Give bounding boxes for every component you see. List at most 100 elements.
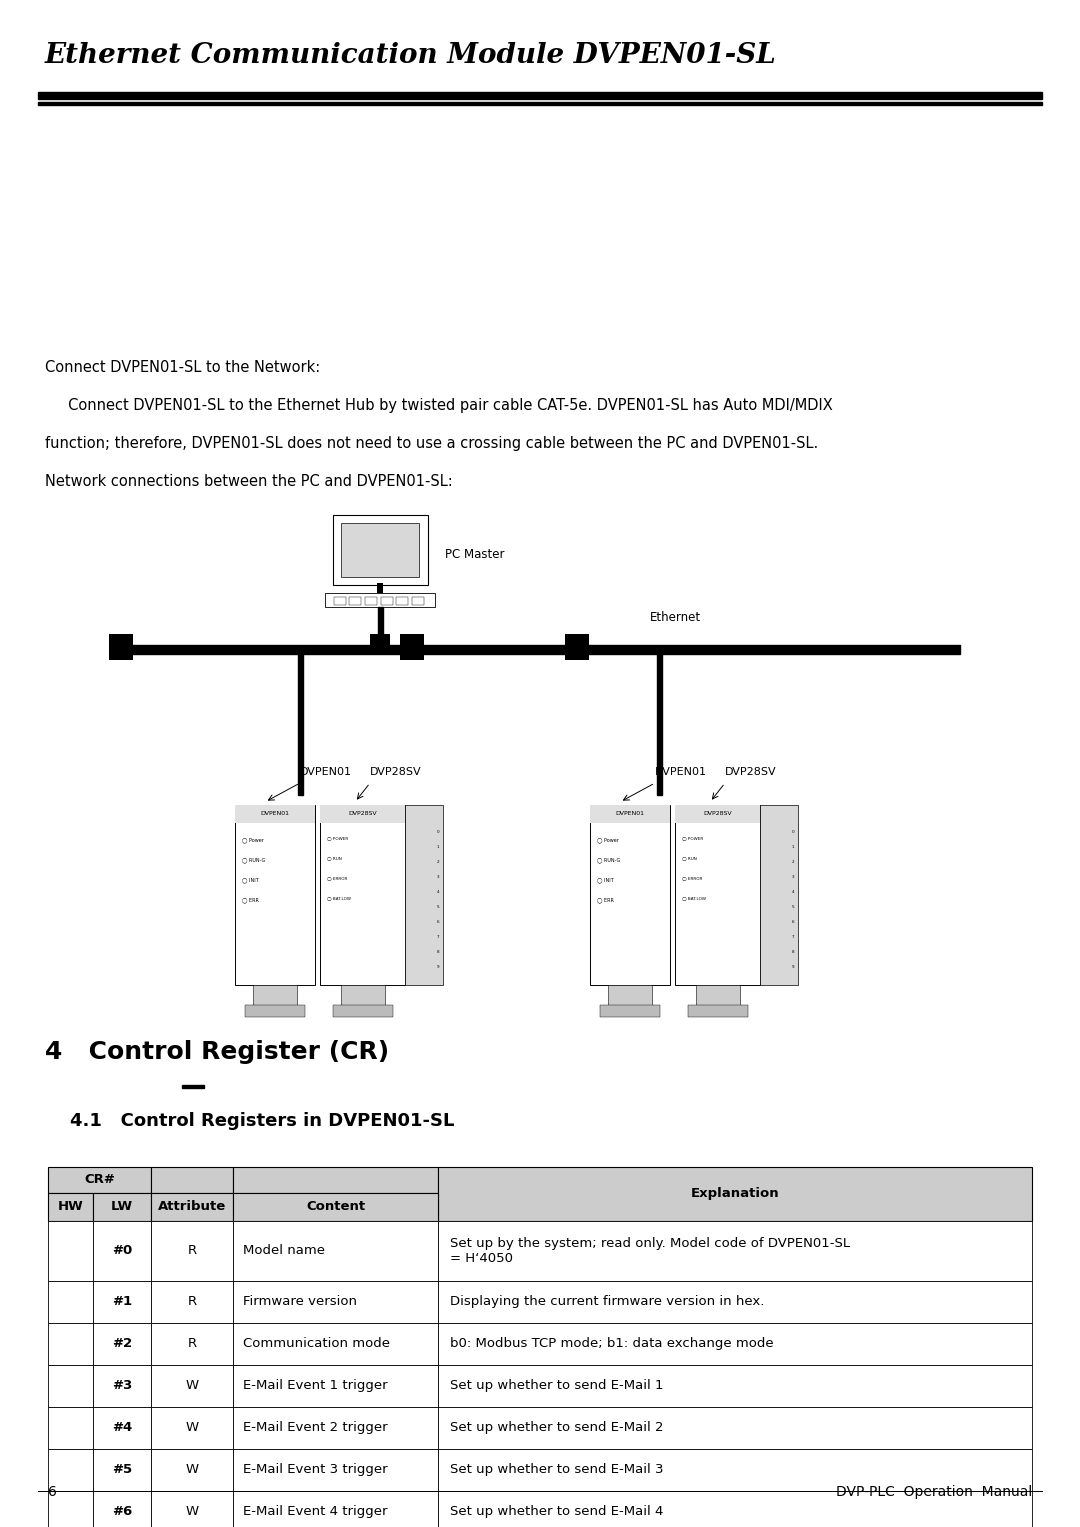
Text: 6: 6 — [48, 1484, 57, 1500]
Text: 5: 5 — [792, 906, 794, 909]
Text: 9: 9 — [436, 965, 438, 970]
Text: Ethernet: Ethernet — [650, 611, 701, 625]
Bar — [438, 1449, 1032, 1490]
Bar — [411, 597, 423, 605]
Text: W: W — [186, 1422, 199, 1434]
Text: E-Mail Event 3 trigger: E-Mail Event 3 trigger — [243, 1463, 388, 1477]
Text: ◯ ERROR: ◯ ERROR — [681, 876, 702, 881]
Text: DVP-PLC  Operation  Manual: DVP-PLC Operation Manual — [836, 1484, 1032, 1500]
Bar — [760, 805, 798, 985]
Bar — [235, 805, 315, 985]
Text: E-Mail Event 2 trigger: E-Mail Event 2 trigger — [243, 1422, 388, 1434]
Bar — [320, 805, 405, 823]
Text: #4: #4 — [112, 1422, 132, 1434]
Bar — [438, 1406, 1032, 1449]
Text: 4   Control Register (CR): 4 Control Register (CR) — [45, 1040, 389, 1064]
Text: 2: 2 — [792, 860, 794, 864]
Text: 6: 6 — [436, 919, 438, 924]
Text: ◯ INIT: ◯ INIT — [597, 876, 613, 883]
Bar — [233, 1222, 438, 1281]
Text: ◯ RUN-G: ◯ RUN-G — [242, 857, 266, 863]
Bar — [340, 524, 419, 577]
Bar — [48, 1193, 93, 1222]
Text: ◯ ERR: ◯ ERR — [597, 896, 613, 902]
Text: R: R — [188, 1245, 197, 1258]
Text: W: W — [186, 1463, 199, 1477]
Bar — [109, 634, 133, 660]
Text: ◯ Power: ◯ Power — [242, 837, 264, 843]
Bar — [405, 805, 443, 985]
Bar — [93, 1490, 151, 1527]
Bar — [438, 1167, 1032, 1222]
Bar — [333, 1005, 392, 1017]
Bar — [438, 1490, 1032, 1527]
Text: W: W — [186, 1379, 199, 1393]
Bar — [675, 805, 760, 985]
Bar — [400, 634, 424, 660]
Text: 1: 1 — [792, 844, 794, 849]
Text: Connect DVPEN01-SL to the Network:: Connect DVPEN01-SL to the Network: — [45, 360, 321, 376]
Text: #6: #6 — [112, 1506, 132, 1518]
Bar — [377, 583, 383, 592]
Text: DVPEN01: DVPEN01 — [300, 767, 352, 777]
Text: Set up by the system; read only. Model code of DVPEN01-SL
= H‘4050: Set up by the system; read only. Model c… — [450, 1237, 850, 1264]
Text: PC Master: PC Master — [445, 548, 504, 562]
Text: CR#: CR# — [84, 1174, 114, 1186]
Bar — [370, 634, 390, 651]
Text: ◯ INIT: ◯ INIT — [242, 876, 259, 883]
Text: 2: 2 — [436, 860, 438, 864]
Bar — [233, 1193, 438, 1222]
Bar — [590, 805, 670, 985]
Bar — [380, 597, 392, 605]
Text: b0: Modbus TCP mode; b1: data exchange mode: b0: Modbus TCP mode; b1: data exchange m… — [450, 1338, 773, 1350]
Text: ◯ RUN-G: ◯ RUN-G — [597, 857, 620, 863]
Text: Set up whether to send E-Mail 3: Set up whether to send E-Mail 3 — [450, 1463, 663, 1477]
Text: ◯ POWER: ◯ POWER — [327, 837, 348, 841]
Text: Set up whether to send E-Mail 4: Set up whether to send E-Mail 4 — [450, 1506, 663, 1518]
Bar — [38, 102, 1042, 105]
Bar — [325, 592, 435, 608]
Text: 7: 7 — [436, 935, 438, 939]
Text: #0: #0 — [112, 1245, 132, 1258]
Bar — [350, 597, 362, 605]
Text: E-Mail Event 4 trigger: E-Mail Event 4 trigger — [243, 1506, 388, 1518]
Text: Communication mode: Communication mode — [243, 1338, 390, 1350]
Text: R: R — [188, 1295, 197, 1309]
Text: DVP28SV: DVP28SV — [370, 767, 421, 777]
Text: 7: 7 — [792, 935, 794, 939]
Bar — [48, 1449, 93, 1490]
Text: DVPEN01: DVPEN01 — [616, 811, 645, 817]
Bar — [365, 597, 377, 605]
Bar — [688, 1005, 747, 1017]
Bar — [658, 651, 662, 796]
Text: HW: HW — [57, 1200, 83, 1214]
Text: DVP28SV: DVP28SV — [725, 767, 777, 777]
Text: Set up whether to send E-Mail 2: Set up whether to send E-Mail 2 — [450, 1422, 663, 1434]
Text: 8: 8 — [792, 950, 794, 954]
Bar — [253, 985, 297, 1006]
Bar — [233, 1281, 438, 1322]
Text: 3: 3 — [436, 875, 438, 880]
Text: Attribute: Attribute — [158, 1200, 226, 1214]
Bar — [93, 1193, 151, 1222]
Text: Displaying the current firmware version in hex.: Displaying the current firmware version … — [450, 1295, 765, 1309]
Bar — [334, 597, 346, 605]
Text: DVPEN01: DVPEN01 — [654, 767, 707, 777]
Text: 3: 3 — [792, 875, 794, 880]
Text: ◯ RUN: ◯ RUN — [681, 857, 697, 861]
Text: ◯ ERROR: ◯ ERROR — [327, 876, 348, 881]
Text: ◯ BAT.LOW: ◯ BAT.LOW — [681, 896, 706, 901]
Bar — [297, 651, 302, 796]
Bar — [675, 805, 760, 823]
Bar — [48, 1365, 93, 1406]
Text: 9: 9 — [792, 965, 794, 970]
Text: E-Mail Event 1 trigger: E-Mail Event 1 trigger — [243, 1379, 388, 1393]
Text: function; therefore, DVPEN01-SL does not need to use a crossing cable between th: function; therefore, DVPEN01-SL does not… — [45, 437, 819, 450]
Bar — [151, 1406, 233, 1449]
Text: #3: #3 — [112, 1379, 132, 1393]
Bar — [333, 515, 428, 585]
Bar — [696, 985, 740, 1006]
Bar — [48, 1167, 151, 1193]
Bar — [110, 646, 960, 655]
Bar — [48, 1281, 93, 1322]
